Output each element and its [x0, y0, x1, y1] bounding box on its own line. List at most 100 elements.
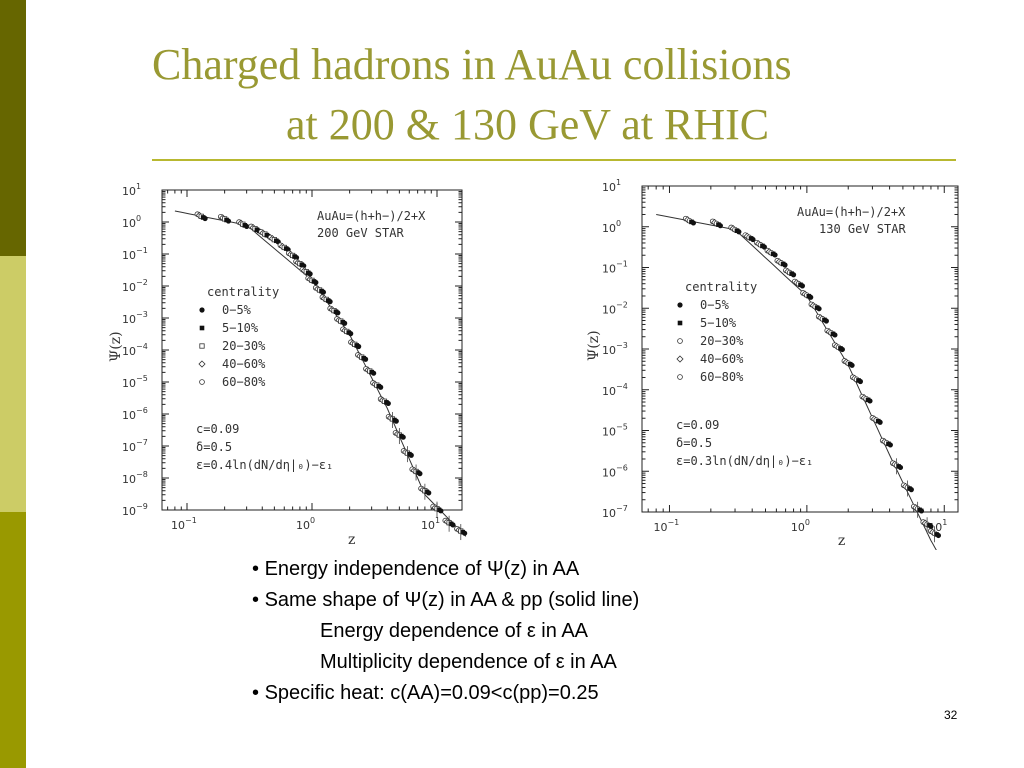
formula-annotation: δ=0.5 [676, 436, 712, 450]
x-tick-mantissa: 10 [171, 519, 185, 532]
y-tick-mantissa: 10 [602, 426, 616, 439]
y-tick-exponent: −3 [136, 310, 148, 319]
y-tick-exponent: −4 [136, 342, 148, 351]
data-point [244, 223, 250, 230]
legend-label: 60−80% [222, 375, 266, 389]
legend-label: 20−30% [700, 334, 744, 348]
legend-title: centrality [685, 280, 757, 294]
x-tick-exponent: 0 [310, 516, 315, 525]
data-point [335, 310, 341, 316]
x-tick-label: 100 [296, 516, 315, 532]
y-tick-label: 10−5 [602, 423, 628, 439]
y-tick-label: 10−9 [122, 502, 148, 518]
y-tick-mantissa: 10 [602, 181, 616, 194]
x-tick-exponent: −1 [667, 518, 679, 527]
x-tick-label: 101 [421, 516, 440, 532]
y-tick-mantissa: 10 [602, 263, 616, 276]
data-point [371, 370, 377, 376]
bullet-item: Multiplicity dependence of ε in AA [320, 651, 617, 673]
data-point [832, 332, 838, 338]
y-tick-label: 10−6 [122, 406, 148, 422]
data-point [450, 522, 456, 528]
y-tick-exponent: 0 [616, 219, 621, 228]
y-tick-mantissa: 10 [602, 507, 616, 520]
slide-title-line2: at 200 & 130 GeV at RHIC [286, 100, 770, 149]
y-tick-label: 10−8 [122, 470, 148, 486]
data-point [417, 471, 423, 477]
y-tick-label: 101 [122, 182, 141, 198]
data-point [928, 523, 934, 530]
legend-marker [677, 374, 683, 380]
legend-marker [199, 343, 205, 349]
x-tick-exponent: 0 [805, 518, 810, 527]
data-point [313, 279, 319, 286]
data-point [772, 252, 778, 258]
y-tick-exponent: 1 [616, 178, 621, 187]
data-point [307, 271, 313, 277]
legend-label: 40−60% [700, 352, 744, 366]
data-point [378, 384, 384, 390]
y-tick-exponent: 1 [136, 182, 141, 191]
x-axis-title: z [838, 533, 845, 549]
y-tick-label: 101 [602, 178, 621, 194]
formula-annotation: c=0.09 [196, 422, 239, 436]
y-tick-exponent: −1 [616, 260, 628, 269]
legend-marker [677, 302, 683, 308]
data-point [385, 400, 391, 407]
legend-marker [199, 379, 205, 385]
data-point [426, 490, 432, 496]
y-tick-label: 10−3 [122, 310, 148, 326]
slide-number: 32 [944, 708, 958, 722]
data-point [897, 464, 904, 471]
y-tick-mantissa: 10 [602, 385, 616, 398]
data-point [839, 346, 845, 353]
legend-marker [198, 360, 206, 368]
legend-marker [676, 355, 684, 363]
x-tick-exponent: −1 [185, 516, 197, 525]
legend-label: 40−60% [222, 357, 266, 371]
title-divider [152, 159, 956, 161]
bullet-item: Same shape of Ψ(z) in AA & pp (solid lin… [252, 585, 640, 616]
data-point [400, 434, 406, 440]
y-tick-mantissa: 10 [122, 217, 136, 230]
data-point [877, 419, 883, 425]
x-axis-title: z [348, 532, 355, 548]
plot-title: AuAu=(h+h−)/2+X [797, 205, 906, 219]
y-tick-mantissa: 10 [122, 377, 136, 390]
data-point [320, 289, 327, 295]
y-tick-label: 10−6 [602, 463, 628, 479]
y-tick-label: 10−5 [122, 374, 148, 390]
data-point [348, 331, 354, 337]
x-tick-exponent: 1 [942, 518, 947, 527]
y-tick-exponent: −7 [616, 504, 628, 513]
data-point [799, 283, 805, 289]
y-tick-mantissa: 10 [602, 222, 616, 235]
plot-title: AuAu=(h+h−)/2+X [317, 209, 426, 223]
data-point [327, 299, 333, 305]
y-tick-mantissa: 10 [122, 249, 136, 262]
legend-marker [199, 325, 205, 331]
y-tick-label: 10−4 [122, 342, 148, 358]
data-point [935, 532, 942, 539]
x-tick-label: 10−1 [171, 516, 197, 532]
legend-label: 60−80% [700, 370, 744, 384]
y-tick-exponent: −2 [616, 300, 628, 309]
data-point [717, 223, 723, 229]
y-tick-exponent: −6 [136, 406, 148, 415]
formula-annotation: δ=0.5 [196, 440, 232, 454]
y-tick-mantissa: 10 [122, 185, 136, 198]
sidebar-band-top [0, 0, 26, 256]
y-axis-title: Ψ(z) [108, 331, 124, 362]
bullet-list: Energy independence of Ψ(z) in AASame sh… [252, 554, 640, 709]
slide-title-line1: Charged hadrons in AuAu collisions [152, 40, 792, 89]
y-tick-exponent: −3 [616, 341, 628, 350]
legend-label: 0−5% [700, 298, 730, 312]
y-tick-exponent: 0 [136, 214, 141, 223]
y-tick-exponent: −8 [136, 470, 148, 479]
y-tick-label: 10−1 [602, 260, 628, 276]
data-point [918, 508, 925, 514]
legend-label: 5−10% [700, 316, 737, 330]
bullet-item: Specific heat: c(AA)=0.09<c(pp)=0.25 [252, 678, 639, 709]
data-point [887, 442, 893, 448]
y-tick-exponent: −9 [136, 502, 148, 511]
